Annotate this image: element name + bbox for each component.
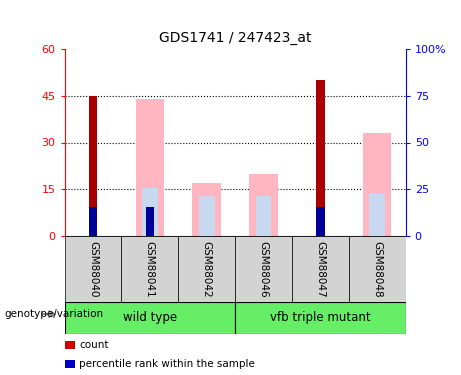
Text: GSM88041: GSM88041 bbox=[145, 241, 155, 297]
Bar bbox=[349, 236, 406, 302]
Bar bbox=[235, 302, 406, 334]
Bar bbox=[178, 236, 235, 302]
Bar bbox=[136, 99, 164, 236]
Text: vfb triple mutant: vfb triple mutant bbox=[270, 311, 371, 324]
Bar bbox=[363, 133, 391, 236]
Text: GSM88046: GSM88046 bbox=[259, 241, 269, 297]
Text: GSM88047: GSM88047 bbox=[315, 241, 325, 297]
Bar bbox=[255, 196, 272, 236]
Bar bbox=[292, 236, 349, 302]
Text: count: count bbox=[79, 340, 109, 350]
Bar bbox=[146, 207, 154, 236]
Text: GSM88048: GSM88048 bbox=[372, 241, 382, 297]
Title: GDS1741 / 247423_at: GDS1741 / 247423_at bbox=[159, 31, 311, 45]
Bar bbox=[316, 207, 325, 236]
Bar bbox=[89, 96, 97, 236]
Bar bbox=[142, 188, 158, 236]
Bar bbox=[369, 192, 385, 236]
Text: genotype/variation: genotype/variation bbox=[5, 309, 104, 319]
Bar bbox=[121, 236, 178, 302]
Bar bbox=[316, 80, 325, 236]
Text: GSM88042: GSM88042 bbox=[201, 241, 212, 297]
Bar bbox=[65, 302, 235, 334]
Bar bbox=[65, 236, 121, 302]
Bar bbox=[193, 183, 221, 236]
Text: percentile rank within the sample: percentile rank within the sample bbox=[79, 359, 255, 369]
Text: GSM88040: GSM88040 bbox=[88, 241, 98, 297]
Bar bbox=[249, 174, 278, 236]
Bar bbox=[89, 207, 97, 236]
Bar bbox=[235, 236, 292, 302]
Text: wild type: wild type bbox=[123, 311, 177, 324]
Bar bbox=[199, 196, 215, 236]
